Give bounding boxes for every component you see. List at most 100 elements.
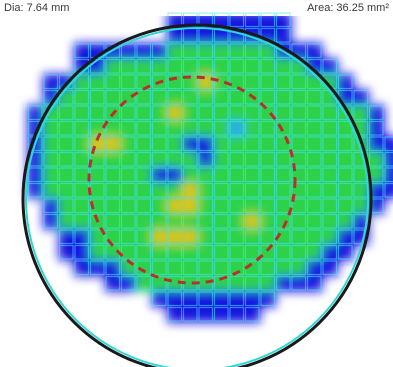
heatmap-cell	[244, 105, 261, 122]
heatmap-cell	[244, 74, 261, 91]
grid-cell-outline	[120, 136, 136, 152]
heatmap-cell	[306, 151, 323, 168]
grid-cell-outline	[213, 291, 229, 307]
grid-cell-outline	[353, 167, 369, 183]
heatmap-cell	[198, 182, 215, 199]
dashed-reference-circle[interactable]	[87, 75, 297, 285]
grid-cell-outline	[58, 182, 74, 198]
grid-cell-outline	[182, 151, 198, 167]
heatmap-cell	[198, 260, 215, 277]
heatmap-cell	[182, 105, 199, 122]
heatmap-cell	[198, 105, 215, 122]
heatmap-cell	[322, 213, 339, 230]
heatmap-cell	[151, 167, 168, 184]
heatmap-cell	[74, 74, 91, 91]
grid-cell-outline	[182, 105, 198, 121]
measurement-circle[interactable]	[21, 23, 373, 367]
heatmap-cell	[213, 260, 230, 277]
heatmap-cell	[384, 167, 393, 184]
grid-cell-outline	[291, 213, 307, 229]
heatmap-cell	[89, 229, 106, 246]
heatmap-cell	[89, 260, 106, 277]
heatmap-cell	[213, 151, 230, 168]
heatmap-cell	[43, 74, 60, 91]
heatmap-cell	[291, 136, 308, 153]
heatmap-cell	[105, 120, 122, 137]
grid-cell-outline	[43, 198, 59, 214]
grid-cell-outline	[136, 213, 152, 229]
grid-cell-outline	[291, 182, 307, 198]
heatmap-cell	[58, 120, 75, 137]
heatmap-cell	[244, 136, 261, 153]
heatmap-cell	[322, 151, 339, 168]
grid-cell-outline	[291, 151, 307, 167]
heatmap-cell	[198, 120, 215, 137]
grid-cell-outline	[198, 89, 214, 105]
heatmap-cell	[120, 151, 137, 168]
grid-cell-outline	[322, 58, 338, 74]
grid-cell-outline	[182, 229, 198, 245]
heatmap-cell	[89, 167, 106, 184]
heatmap-cell	[291, 213, 308, 230]
heatmap-cell	[151, 198, 168, 215]
grid-cell-outline	[151, 167, 167, 183]
grid-cell-outline	[213, 213, 229, 229]
heatmap-cell	[43, 198, 60, 215]
heatmap-cell	[136, 120, 153, 137]
grid-cell-outline	[120, 120, 136, 136]
grid-cell-outline	[167, 213, 183, 229]
heatmap-cell	[229, 213, 246, 230]
grid-cell-outline	[275, 12, 291, 28]
heatmap-cell	[74, 244, 91, 261]
heatmap-cell	[306, 120, 323, 137]
grid-cell-outline	[213, 260, 229, 276]
heatmap-cell	[213, 244, 230, 261]
grid-cell-outline	[229, 12, 245, 28]
grid-cell-outline	[182, 89, 198, 105]
grid-cell-outline	[167, 136, 183, 152]
grid-cell-outline	[105, 58, 121, 74]
heatmap-cell	[182, 151, 199, 168]
grid-cell-outline	[213, 182, 229, 198]
grid-cell-outline	[244, 12, 260, 28]
heatmap-cell	[43, 182, 60, 199]
grid-cell-outline	[74, 198, 90, 214]
grid-cell-outline	[182, 291, 198, 307]
heatmap-cell	[322, 229, 339, 246]
heatmap-cell	[136, 244, 153, 261]
grid-cell-outline	[167, 182, 183, 198]
grid-cell-outline	[275, 275, 291, 291]
grid-cell-outline	[89, 198, 105, 214]
heatmap-cell	[337, 136, 354, 153]
heatmap-cell	[58, 213, 75, 230]
heatmap-cell	[89, 120, 106, 137]
grid-cell-outline	[167, 89, 183, 105]
grid-cell-outline	[105, 198, 121, 214]
heatmap-cell	[167, 136, 184, 153]
heatmap-cell	[182, 260, 199, 277]
grid-cell-outline	[27, 105, 43, 121]
grid-cell-outline	[291, 229, 307, 245]
grid-cell-outline	[182, 182, 198, 198]
grid-cell-outline	[244, 306, 260, 322]
grid-cell-outline	[151, 291, 167, 307]
grid-cell-outline	[291, 275, 307, 291]
heatmap-cell	[260, 89, 277, 106]
heatmap-cell	[353, 105, 370, 122]
grid-cell-outline	[306, 136, 322, 152]
heatmap-cell	[182, 229, 199, 246]
heatmap-cell	[167, 58, 184, 75]
grid-cell-outline	[151, 244, 167, 260]
grid-cell-outline	[105, 167, 121, 183]
heatmap-cell	[182, 244, 199, 261]
grid-cell-outline	[244, 275, 260, 291]
heatmap-cell	[182, 167, 199, 184]
grid-cell-outline	[337, 198, 353, 214]
heatmap-cell	[244, 260, 261, 277]
grid-cell-outline	[167, 120, 183, 136]
grid-cell-outline	[213, 167, 229, 183]
heatmap-cell	[151, 275, 168, 292]
grid-cell-outline	[260, 136, 276, 152]
grid-cell-outline	[291, 89, 307, 105]
